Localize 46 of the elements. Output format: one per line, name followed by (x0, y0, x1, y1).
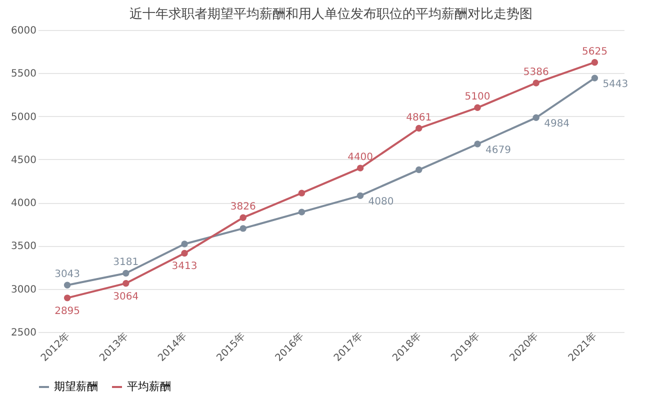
data-label: 4984 (544, 118, 570, 130)
data-label: 4861 (406, 112, 432, 124)
y-tick-label: 2500 (11, 328, 36, 338)
point (591, 59, 598, 66)
point (474, 140, 481, 148)
y-tick-label: 3000 (11, 284, 36, 296)
point (532, 80, 540, 86)
point (416, 124, 422, 132)
point (240, 214, 246, 221)
point (298, 190, 306, 196)
data-label: 2895 (54, 306, 80, 317)
point (122, 270, 130, 277)
point (591, 74, 598, 82)
point (240, 225, 246, 232)
data-label: 4400 (348, 152, 374, 164)
legend-label: 平均薪酬 (127, 380, 171, 393)
point (181, 250, 188, 257)
point (474, 104, 481, 112)
point (356, 192, 364, 200)
data-label: 5100 (464, 92, 490, 103)
y-tick-label: 4000 (11, 198, 36, 210)
data-label: 4080 (368, 196, 394, 208)
point (356, 164, 364, 172)
y-tick-label: 3500 (11, 241, 36, 252)
data-label: 3181 (113, 257, 139, 268)
point (532, 114, 540, 122)
data-label: 3064 (113, 291, 139, 302)
legend-label: 期望薪酬 (54, 380, 98, 393)
point (64, 282, 71, 288)
y-tick-label: 5500 (11, 68, 36, 80)
point (416, 166, 422, 174)
chart-title: 近十年求职者期望平均薪酬和用人单位发布职位的平均薪酬对比走势图 (130, 7, 532, 22)
point (298, 208, 306, 216)
data-label: 5443 (602, 79, 628, 90)
data-label: 5386 (523, 66, 549, 78)
point (181, 240, 188, 248)
data-label: 3413 (172, 261, 198, 272)
data-label: 3043 (54, 269, 80, 280)
y-tick-label: 4500 (11, 154, 36, 166)
point (122, 280, 130, 287)
data-label: 3826 (230, 202, 256, 213)
y-tick-label: 6000 (11, 26, 36, 36)
data-label: 5625 (582, 46, 608, 58)
point (64, 294, 71, 302)
data-label: 4679 (486, 144, 511, 156)
y-tick-label: 5000 (11, 112, 36, 123)
